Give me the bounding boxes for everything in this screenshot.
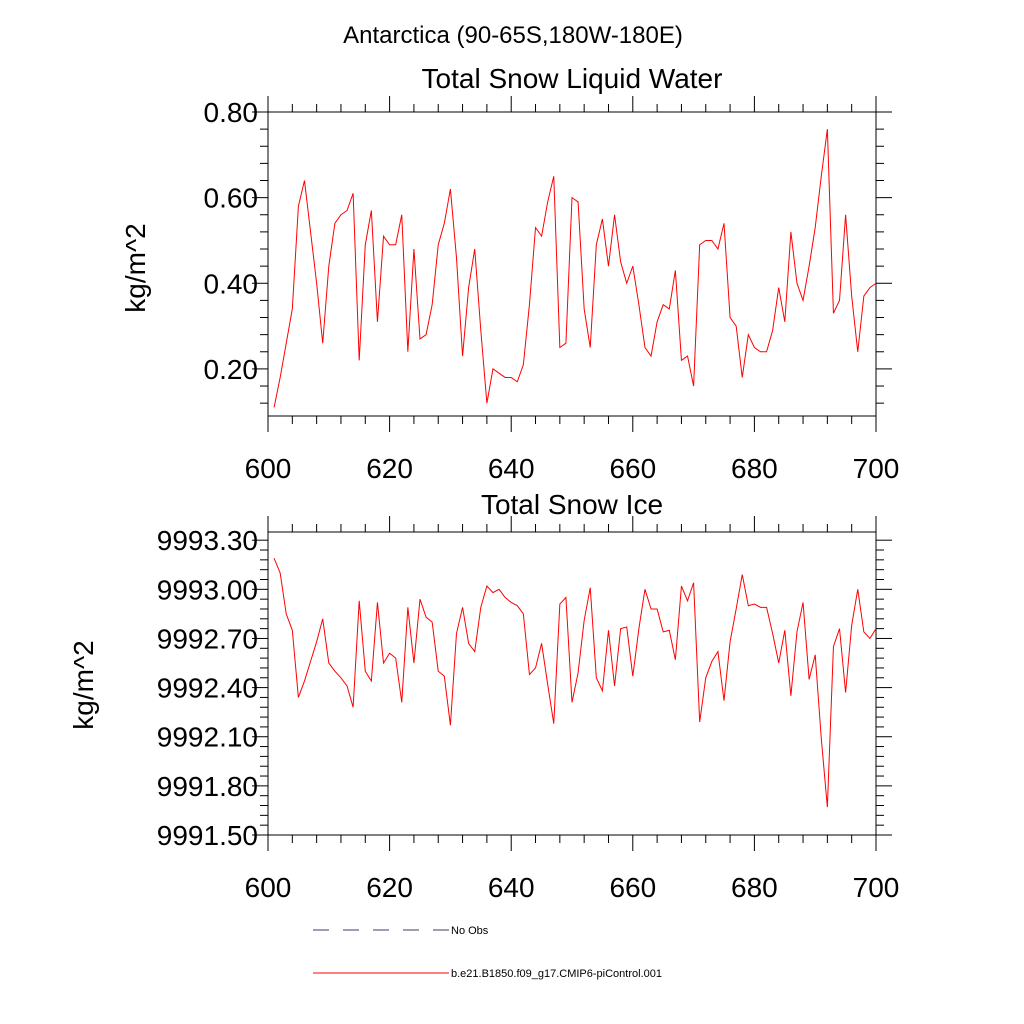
x-tick-label: 700: [853, 872, 900, 903]
x-tick-label: 660: [609, 453, 656, 484]
y-tick-label: 0.80: [204, 97, 259, 128]
y-tick-label: 9993.00: [157, 574, 258, 605]
series-line: [273, 558, 877, 808]
x-tick-label: 620: [366, 453, 413, 484]
y-tick-label: 0.40: [204, 268, 259, 299]
plot-total-snow-liquid-water: Total Snow Liquid Water kg/m^2 600 620 640…: [120, 63, 899, 484]
x-tick-label: 660: [609, 872, 656, 903]
chart-title: Total Snow Ice: [481, 489, 663, 520]
legend-label-control-run: b.e21.B1850.f09_g17.CMIP6-piControl.001: [451, 968, 662, 980]
series-line: [273, 129, 877, 408]
y-tick-label: 9992.40: [157, 673, 258, 704]
y-axis-label: kg/m^2: [120, 223, 151, 312]
figure-title: Antarctica (90-65S,180W-180E): [343, 22, 683, 49]
y-tick-label: 9991.50: [157, 820, 258, 851]
x-tick-label: 600: [245, 872, 292, 903]
x-tick-label: 680: [731, 872, 778, 903]
y-tick-label: 9993.30: [157, 525, 258, 556]
x-tick-label: 620: [366, 872, 413, 903]
x-tick-label: 640: [488, 453, 535, 484]
y-axis-label: kg/m^2: [68, 640, 99, 729]
x-tick-label: 700: [853, 453, 900, 484]
y-tick-label: 9991.80: [157, 771, 258, 802]
x-tick-label: 640: [488, 872, 535, 903]
legend-label-no-obs: No Obs: [451, 925, 489, 937]
legend: No Obs b.e21.B1850.f09_g17.CMIP6-piContr…: [313, 925, 662, 980]
y-tick-label: 0.20: [204, 354, 259, 385]
y-tick-label: 9992.10: [157, 722, 258, 753]
y-tick-label: 0.60: [204, 183, 259, 214]
y-tick-label: 9992.70: [157, 623, 258, 654]
plot-total-snow-ice: Total Snow Ice kg/m^2 600 620 640 660 680 700…: [68, 489, 899, 903]
x-tick-label: 680: [731, 453, 778, 484]
x-tick-label: 600: [245, 453, 292, 484]
plot-frame: [267, 111, 877, 417]
plot-frame: [267, 531, 877, 836]
chart-title: Total Snow Liquid Water: [422, 63, 723, 94]
